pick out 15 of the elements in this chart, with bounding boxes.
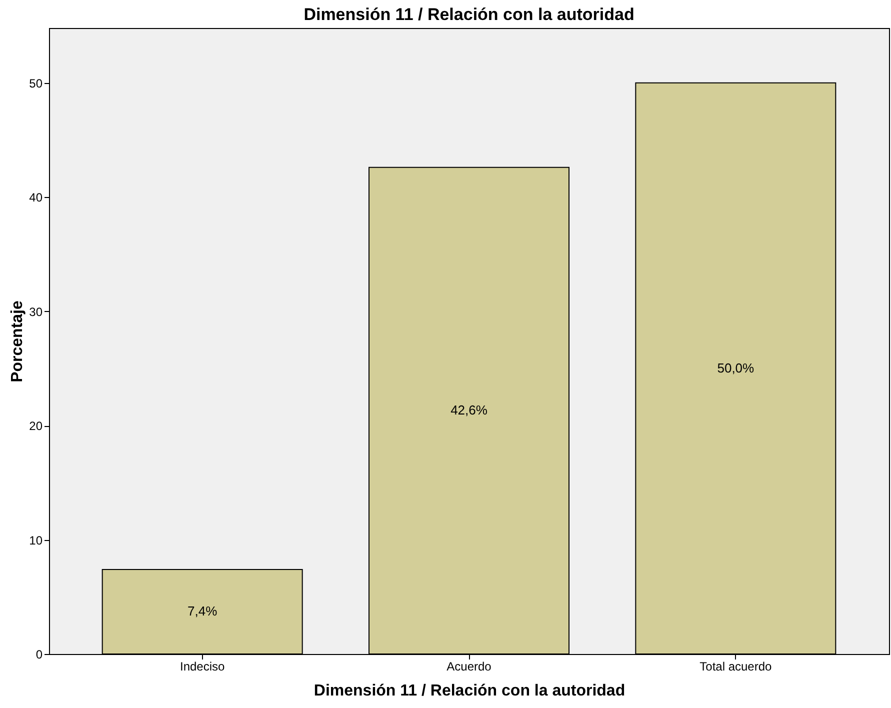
x-tick-label: Indeciso [180, 660, 226, 674]
y-tick-label: 40 [29, 190, 43, 205]
x-tick-label: Total acuerdo [700, 660, 772, 674]
y-tick-label: 0 [36, 648, 43, 662]
data-label: 50,0% [717, 360, 755, 376]
y-axis-title: Porcentaje [9, 300, 26, 382]
x-axis-title: Dimensión 11 / Relación con la autoridad [314, 682, 626, 700]
y-tick-label: 20 [29, 419, 43, 434]
data-label: 7,4% [188, 604, 218, 619]
y-tick-label: 10 [29, 533, 43, 548]
chart-title: Dimensión 11 / Relación con la autoridad [304, 5, 634, 24]
x-tick-label: Acuerdo [446, 660, 492, 674]
y-tick-label: 30 [29, 304, 43, 319]
data-label: 42,6% [450, 402, 488, 418]
y-tick-label: 50 [29, 76, 43, 90]
